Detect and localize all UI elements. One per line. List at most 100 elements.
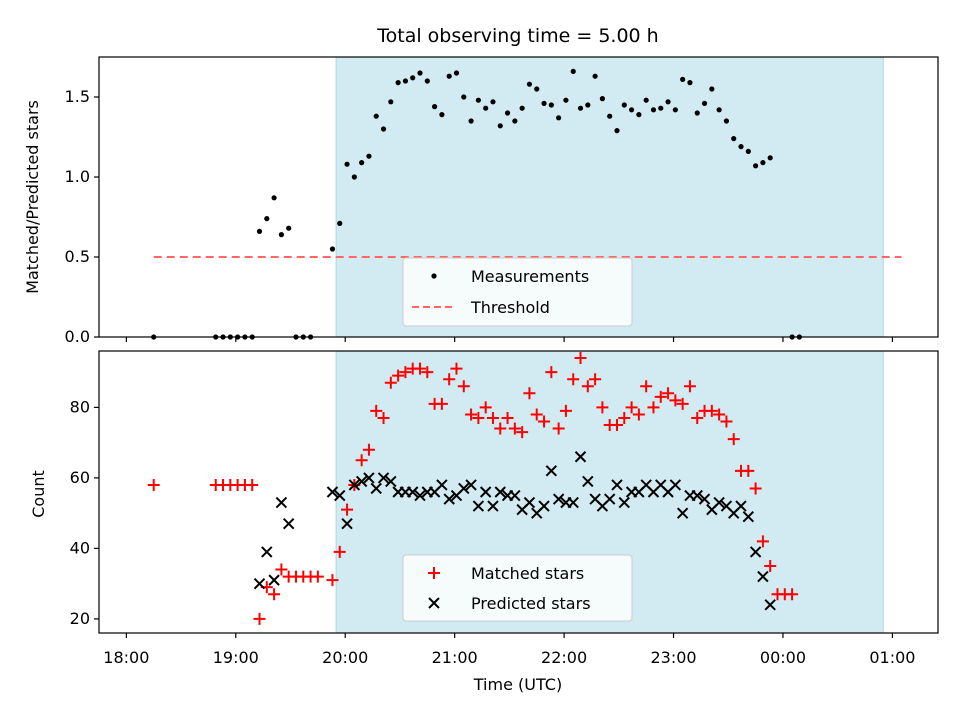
bottom-y-ticks: 20 40 60 80: [70, 397, 99, 628]
measurement-point: [519, 105, 525, 111]
matched-star-point: [581, 380, 594, 393]
matched-star-point: [147, 478, 160, 491]
measurement-point: [599, 96, 606, 102]
measurement-point: [446, 73, 452, 79]
predicted-star-point: [567, 496, 579, 509]
bottom-y-tick-label: 80: [70, 397, 90, 416]
predicted-star-point: [603, 493, 616, 505]
bottom-axes-frame: [98, 350, 939, 634]
matched-star-point: [640, 380, 653, 393]
measurement-point: [570, 68, 576, 74]
measurement-point: [483, 105, 489, 111]
measurement-point: [767, 155, 773, 161]
matched-star-point: [705, 404, 718, 417]
matched-star-point: [756, 535, 769, 548]
measurement-point: [497, 123, 503, 129]
top-panel: 0.0 0.5 1.0 1.5 Matched/Predicted stars Mea…: [23, 56, 939, 346]
matched-star-point: [341, 503, 354, 516]
x-tick-label: 00:00: [760, 648, 806, 667]
measurement-point: [424, 78, 430, 84]
measurement-point: [672, 107, 678, 113]
measurement-point: [432, 104, 438, 110]
matched-star-point: [530, 408, 543, 421]
measurement-point: [607, 113, 613, 119]
top-y-ticks: 0.0 0.5 1.0 1.5: [65, 87, 99, 346]
measurement-point: [614, 128, 620, 134]
measurement-point: [621, 102, 627, 108]
predicted-star-point: [443, 493, 455, 505]
matched-star-point: [457, 380, 470, 393]
top-y-tick-label: 0.0: [65, 327, 90, 346]
measurement-point: [410, 75, 416, 81]
matched-star-point: [662, 387, 675, 400]
matched-star-point: [384, 376, 397, 389]
matched-star-point: [275, 563, 288, 576]
predicted-star-point: [698, 493, 711, 505]
measurement-point: [388, 99, 394, 105]
predicted-star-point: [407, 486, 419, 498]
predicted-star-point: [458, 482, 470, 495]
measurement-point: [461, 94, 467, 100]
measurement-point: [745, 148, 751, 154]
measurement-point: [286, 225, 292, 231]
matched-star-point: [421, 366, 434, 379]
matched-star-point: [676, 397, 689, 410]
predicted-star-point: [611, 479, 623, 491]
predicted-star-point: [582, 475, 594, 488]
measurement-point: [351, 174, 357, 180]
predicted-star-point: [669, 479, 682, 491]
predicted-star-point: [545, 465, 558, 477]
bottom-y-tick-label: 60: [70, 468, 90, 487]
predicted-star-point: [355, 475, 368, 488]
matched-star-point: [465, 408, 478, 421]
x-tick-label: 22:00: [541, 648, 587, 667]
predicted-star-point: [742, 510, 755, 523]
measurement-point: [526, 81, 533, 87]
matched-star-point: [764, 560, 777, 573]
matched-star-point: [727, 433, 740, 446]
bottom-y-tick-label: 20: [70, 609, 90, 628]
matched-star-point: [538, 415, 551, 428]
matched-stars-series: [147, 352, 799, 625]
predicted-star-point: [494, 486, 506, 498]
predicted-stars-series: [253, 451, 776, 611]
matched-star-point: [435, 397, 448, 410]
predicted-star-point: [479, 486, 492, 498]
predicted-star-point: [735, 500, 747, 512]
matched-star-point: [567, 373, 580, 386]
measurement-point: [541, 100, 547, 106]
predicted-star-point: [377, 472, 390, 484]
measurement-point: [475, 97, 481, 103]
matched-star-point: [479, 401, 492, 414]
matched-star-point: [669, 394, 682, 407]
legend-matched-marker: [428, 567, 440, 579]
matched-star-point: [574, 352, 587, 365]
predicted-star-point: [618, 496, 630, 509]
matched-star-point: [450, 362, 463, 375]
measurement-point: [577, 105, 584, 111]
matched-star-point: [508, 422, 521, 435]
matched-star-point: [326, 574, 339, 587]
measurement-point: [453, 70, 460, 76]
predicted-star-point: [348, 479, 361, 491]
matched-star-point: [414, 362, 427, 375]
x-axis-label: Time (UTC): [473, 675, 562, 694]
matched-star-point: [618, 411, 631, 424]
bottom-y-tick-label: 40: [70, 538, 90, 557]
matched-star-point: [523, 387, 536, 400]
predicted-star-point: [764, 599, 776, 611]
x-tick-label: 18:00: [103, 648, 149, 667]
measurement-point: [329, 246, 336, 252]
predicted-star-point: [713, 496, 725, 509]
measurement-point: [359, 160, 365, 166]
measurement-point: [592, 73, 598, 79]
bottom-y-axis-label: Count: [29, 470, 48, 518]
matched-star-point: [749, 482, 762, 495]
matched-star-point: [486, 411, 499, 424]
predicted-star-point: [363, 472, 375, 484]
matched-star-point: [377, 411, 390, 424]
measurement-point: [380, 126, 387, 132]
measurement-point: [658, 105, 664, 111]
matched-star-point: [268, 588, 281, 601]
measurement-point: [650, 107, 657, 113]
